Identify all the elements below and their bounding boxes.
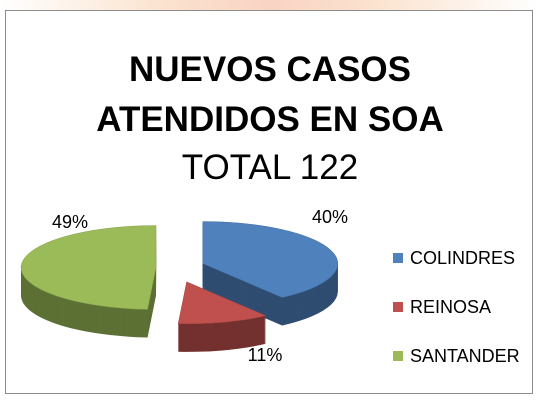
slice bbox=[202, 221, 338, 298]
legend-label: COLINDRES bbox=[410, 248, 515, 268]
header-band bbox=[0, 0, 538, 10]
slice bbox=[177, 281, 267, 325]
legend-label: REINOSA bbox=[410, 297, 491, 317]
data-label: 11% bbox=[248, 345, 283, 365]
slice bbox=[20, 225, 157, 310]
legend-swatch bbox=[393, 253, 403, 263]
chart-subtitle: TOTAL 122 bbox=[181, 148, 359, 187]
legend-label: SANTANDER bbox=[410, 346, 520, 366]
data-label: 49% bbox=[52, 212, 88, 232]
legend-swatch bbox=[393, 302, 403, 312]
chart-title: NUEVOS CASOS ATENDIDOS EN SOA bbox=[96, 50, 444, 139]
data-label: 40% bbox=[312, 207, 348, 227]
legend-swatch bbox=[393, 351, 403, 361]
